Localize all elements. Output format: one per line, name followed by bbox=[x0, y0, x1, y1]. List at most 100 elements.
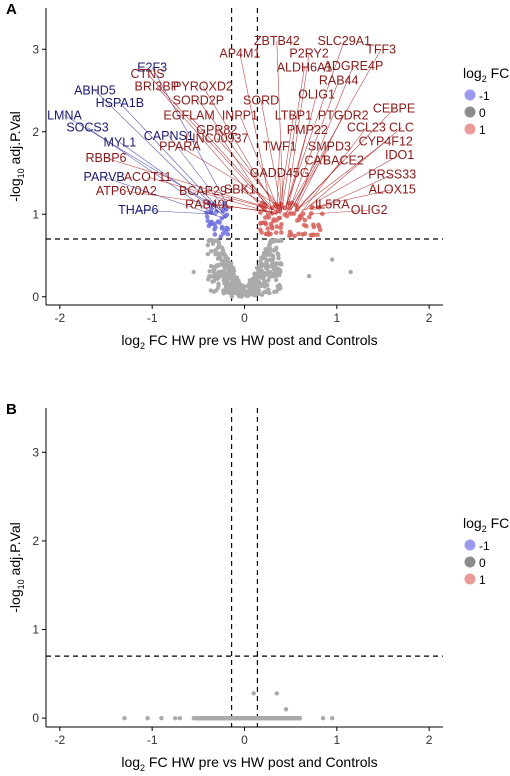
gene-label: BACE2 bbox=[323, 154, 364, 168]
label-connector bbox=[239, 115, 280, 213]
down-point bbox=[218, 234, 224, 239]
neutral-point bbox=[283, 707, 289, 712]
legend-label: 1 bbox=[479, 573, 486, 587]
label-connector bbox=[318, 189, 393, 207]
label-connector bbox=[290, 146, 330, 211]
neutral-point bbox=[226, 268, 231, 273]
legend-key bbox=[464, 556, 476, 568]
gene-label: BCAP29 bbox=[179, 184, 227, 198]
gene-label: ABHD5 bbox=[74, 84, 116, 98]
label-connector bbox=[285, 40, 345, 207]
label-connector bbox=[138, 209, 217, 215]
neutral-point bbox=[271, 273, 276, 279]
up-point bbox=[291, 211, 297, 216]
neutral-point bbox=[211, 267, 216, 272]
neutral-point bbox=[276, 238, 282, 243]
panel-label: A bbox=[6, 1, 17, 18]
label-connector bbox=[285, 53, 310, 211]
neutral-point bbox=[241, 284, 247, 290]
legend-key bbox=[464, 89, 476, 101]
gene-label: TWF1 bbox=[263, 140, 297, 154]
up-point bbox=[308, 232, 314, 238]
neutral-point bbox=[212, 278, 217, 284]
label-connector bbox=[147, 73, 273, 211]
gene-label: ALDH6A1 bbox=[277, 60, 333, 74]
label-connector bbox=[295, 65, 354, 208]
neutral-point bbox=[225, 274, 231, 280]
neutral-point bbox=[272, 289, 277, 295]
neutral-point bbox=[306, 273, 312, 279]
neutral-point bbox=[220, 248, 226, 253]
up-point bbox=[315, 232, 320, 238]
down-point bbox=[219, 226, 225, 231]
x-tick-label: -1 bbox=[147, 733, 158, 747]
gene-label: PARVB bbox=[84, 170, 125, 184]
up-point bbox=[279, 221, 284, 227]
label-connector bbox=[285, 160, 317, 215]
x-tick-label: 1 bbox=[333, 733, 340, 747]
gene-label: TFF3 bbox=[366, 42, 396, 56]
gene-label: MYL1 bbox=[104, 135, 137, 149]
down-point bbox=[220, 208, 226, 214]
y-tick-label: 1 bbox=[32, 207, 39, 221]
label-connector bbox=[168, 135, 227, 211]
gene-label: THAP6 bbox=[118, 203, 158, 217]
y-tick-label: 3 bbox=[32, 445, 39, 459]
neutral-point bbox=[251, 691, 256, 696]
label-connector bbox=[151, 67, 229, 207]
neutral-point bbox=[221, 278, 226, 283]
neutral-point bbox=[159, 715, 164, 721]
neutral-point bbox=[191, 269, 196, 275]
neutral-point bbox=[173, 715, 178, 721]
gene-label: ZBTB42 bbox=[254, 34, 300, 48]
neutral-point bbox=[264, 259, 269, 264]
neutral-points bbox=[191, 238, 353, 299]
label-connector bbox=[147, 176, 277, 215]
label-connector bbox=[279, 172, 282, 211]
down-point bbox=[213, 209, 219, 215]
up-point bbox=[273, 230, 279, 235]
neutral-point bbox=[145, 715, 150, 721]
x-axis-title: log2 FC HW pre vs HW post and Controls bbox=[121, 332, 377, 351]
neutral-point bbox=[231, 279, 236, 284]
gene-label: OLIG1 bbox=[298, 88, 335, 102]
neutral-point bbox=[273, 277, 279, 283]
neutral-points bbox=[122, 691, 335, 721]
neutral-point bbox=[246, 283, 251, 288]
label-connector bbox=[188, 115, 273, 208]
legend-title: log2 FC bbox=[463, 515, 509, 534]
gene-label: ACOT11 bbox=[124, 170, 172, 184]
gene-label: PRSS33 bbox=[368, 168, 416, 182]
neutral-point bbox=[212, 248, 218, 253]
y-tick-label: 0 bbox=[32, 711, 39, 725]
label-connector bbox=[299, 141, 386, 208]
neutral-point bbox=[274, 691, 280, 696]
neutral-point bbox=[260, 276, 266, 281]
label-connector bbox=[299, 127, 367, 215]
neutral-point bbox=[279, 262, 284, 267]
label-connector bbox=[308, 154, 400, 207]
y-tick-label: 1 bbox=[32, 623, 39, 637]
down-point bbox=[224, 225, 229, 231]
neutral-point bbox=[348, 269, 353, 275]
up-point bbox=[287, 211, 293, 216]
up-point bbox=[311, 224, 317, 230]
legend-label: -1 bbox=[479, 89, 490, 103]
up-point bbox=[262, 215, 268, 220]
neutral-point bbox=[229, 292, 234, 297]
neutral-point bbox=[207, 269, 212, 274]
gene-label: ADGRE4P bbox=[324, 59, 384, 73]
neutral-point bbox=[252, 271, 257, 276]
gene-label: E2F3 bbox=[137, 60, 167, 74]
legend-label: 0 bbox=[479, 106, 486, 120]
neutral-point bbox=[206, 277, 211, 282]
label-connector bbox=[301, 204, 333, 211]
neutral-point bbox=[278, 285, 283, 291]
x-tick-label: -2 bbox=[55, 733, 66, 747]
label-connector bbox=[64, 114, 222, 211]
gene-label: GPR82 bbox=[196, 123, 237, 137]
down-point bbox=[204, 214, 210, 220]
gene-label: RBBP6 bbox=[86, 151, 127, 165]
up-point bbox=[307, 214, 312, 220]
